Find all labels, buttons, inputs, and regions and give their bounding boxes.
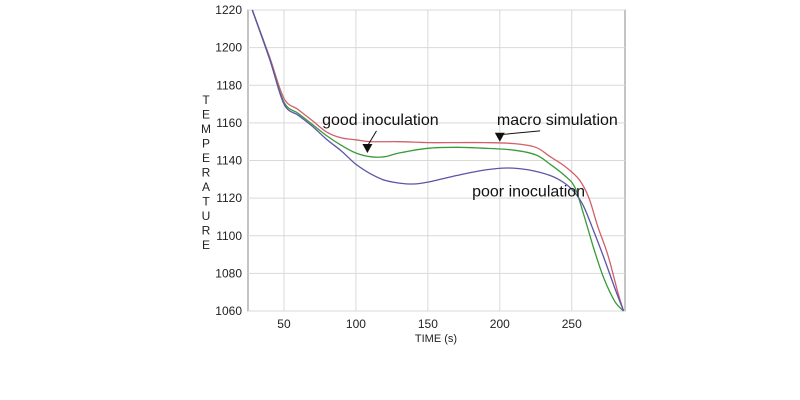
y-tick-label: 1100 — [216, 229, 242, 243]
y-axis-label-letter: T — [202, 195, 210, 209]
annotation-arrowhead — [362, 143, 373, 153]
y-axis-label-letter: R — [202, 224, 211, 238]
annotations: good inoculation macro simulation poor ino… — [322, 112, 618, 200]
series-line-2 — [251, 9, 625, 312]
y-tick-label: 1180 — [216, 78, 242, 92]
grid — [248, 9, 625, 312]
y-tick-label: 1160 — [216, 116, 242, 130]
y-axis-label-letter: R — [202, 166, 211, 180]
annotation-label: poor inoculation — [472, 183, 585, 200]
x-tick-label: 200 — [490, 317, 510, 331]
y-tick-label: 1140 — [216, 154, 242, 168]
y-axis-label-letter: T — [202, 93, 210, 107]
annotation-label: macro simulation — [497, 112, 618, 129]
annotation-arrowhead — [494, 132, 505, 142]
y-tick-label: 1060 — [215, 304, 242, 318]
y-axis-label-letter: A — [202, 180, 210, 194]
y-axis-label-letter: E — [202, 151, 210, 165]
series-line-0 — [251, 9, 625, 312]
y-axis-label-letter: E — [202, 238, 210, 252]
series-line-1 — [251, 9, 625, 312]
annotation-arrow-line — [499, 130, 541, 136]
y-tick-label: 1220 — [215, 3, 242, 17]
x-tick-label: 50 — [277, 317, 291, 331]
y-tick-labels: 1060 1080 1100 1120 1140 1160 1180 1200 1220 — [215, 3, 242, 318]
x-tick-label: 150 — [418, 317, 438, 331]
y-tick-label: 1120 — [216, 191, 242, 205]
annotation-arrow-line — [367, 130, 377, 147]
y-tick-label: 1080 — [215, 266, 242, 280]
x-axis-label: TIME (s) — [415, 333, 457, 345]
series-lines — [251, 9, 625, 312]
x-tick-labels: 50 100 150 200 250 — [277, 317, 582, 331]
y-axis-label-letter: M — [201, 122, 211, 136]
y-tick-label: 1200 — [215, 41, 242, 55]
x-tick-label: 100 — [346, 317, 366, 331]
y-axis-label-letter: E — [202, 108, 210, 122]
y-axis-label-letter: P — [202, 137, 210, 151]
annotation-label: good inoculation — [322, 112, 439, 129]
x-tick-label: 250 — [562, 317, 582, 331]
y-axis-label-letter: U — [202, 209, 211, 223]
